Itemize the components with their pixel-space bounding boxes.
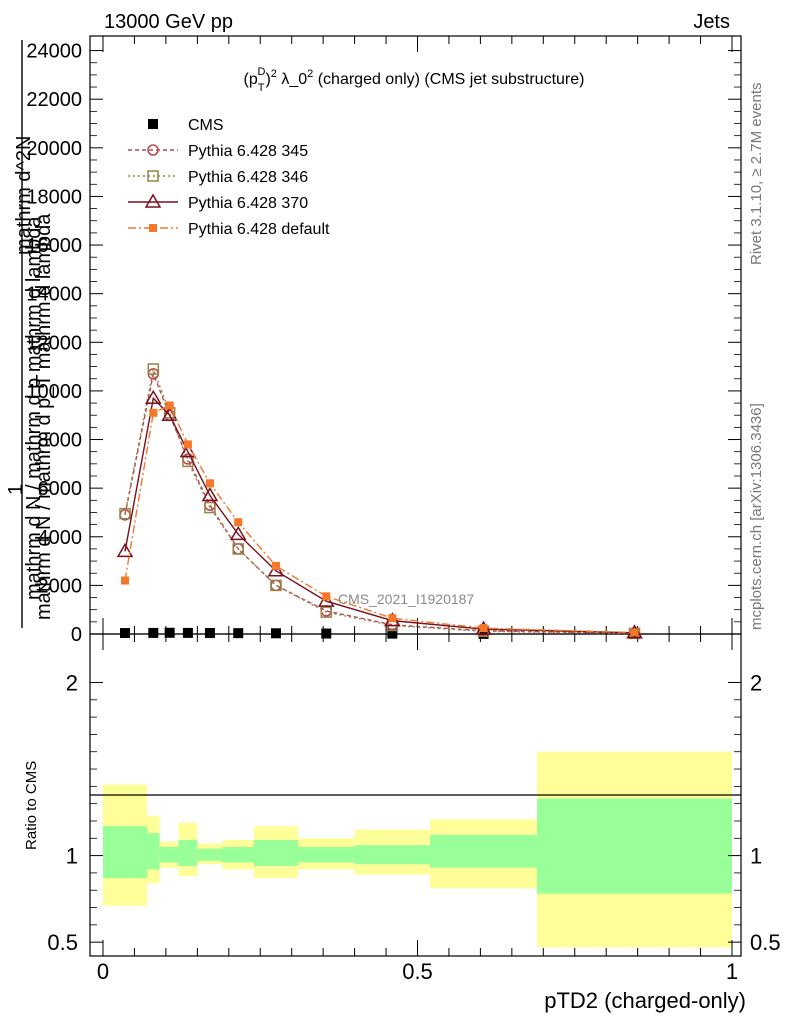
point-pdef-2 xyxy=(165,401,174,410)
ratio-ytick-label-0: 0.5 xyxy=(47,930,78,955)
xtick-label-0: 0 xyxy=(97,959,109,984)
point-cms-3 xyxy=(182,627,193,638)
point-cms-7 xyxy=(321,628,332,639)
point-p346-1 xyxy=(147,363,160,375)
legend-marker-cms xyxy=(148,119,158,129)
band-inner-5 xyxy=(222,846,254,863)
point-p345-6 xyxy=(270,579,282,592)
point-p346-0 xyxy=(119,507,131,520)
point-pdef-8 xyxy=(388,614,397,623)
category-label: Jets xyxy=(693,11,730,33)
ratio-bands xyxy=(103,751,732,948)
legend: CMS Pythia 6.428 345 Pythia 6.428 346 Pythi… xyxy=(128,117,330,238)
point-p370-0 xyxy=(116,542,134,558)
legend-marker-p346 xyxy=(147,170,159,182)
watermark: CMS_2021_I1920187 xyxy=(338,591,474,607)
point-p346-5 xyxy=(232,543,244,555)
band-inner-10 xyxy=(537,798,732,894)
point-pdef-0 xyxy=(121,576,130,585)
band-inner-8 xyxy=(354,845,431,865)
ratio-ytick-label-right-2: 2 xyxy=(750,670,762,695)
ratio-ytick-label-2: 2 xyxy=(66,670,78,695)
ratio-ytick-label-right-0: 0.5 xyxy=(750,930,781,955)
band-inner-9 xyxy=(430,834,538,868)
ratio-y-axis-label: Ratio to CMS xyxy=(23,761,40,850)
point-pdef-5 xyxy=(234,518,243,527)
main-ytick-label-5: 10000 xyxy=(26,381,82,403)
legend-label-p346: Pythia 6.428 346 xyxy=(188,169,308,186)
ylabel-piece-2: mathrm d^2N xyxy=(13,136,35,255)
legend-marker-p370 xyxy=(144,193,162,208)
point-cms-1 xyxy=(148,627,159,638)
point-p370-3 xyxy=(179,443,197,458)
band-inner-0 xyxy=(103,826,148,879)
main-ytick-label-9: 18000 xyxy=(26,186,82,208)
mcplots-label: mcplots.cern.ch [arXiv:1306.3436] xyxy=(748,403,765,630)
point-p346-6 xyxy=(270,579,282,592)
ratio-ytick-label-1: 1 xyxy=(66,844,78,869)
main-ytick-label-12: 24000 xyxy=(26,41,82,63)
main-ytick-label-4: 8000 xyxy=(38,430,83,452)
main-ytick-label-8: 16000 xyxy=(26,235,82,257)
band-inner-1 xyxy=(147,833,160,870)
series-line-p345 xyxy=(124,371,635,634)
main-ytick-label-2: 4000 xyxy=(38,527,83,549)
series-layer xyxy=(116,363,643,640)
ylabel-piece-3: 1 xyxy=(5,484,27,495)
ylabel-piece-1: mathrm d N / mathrm d p_T mathrm d lambd… xyxy=(33,213,55,620)
axis-ticks: 0 2000 4000 6000 8000 10000 12000 14000 16000 180… xyxy=(26,36,781,984)
band-inner-4 xyxy=(197,848,223,861)
point-p346-4 xyxy=(204,501,216,514)
ylabel-piece-4: mathrm d N / mathrm d p mathrm d lambda xyxy=(23,216,45,600)
ratio-ytick-label-right-1: 1 xyxy=(750,844,762,869)
point-cms-0 xyxy=(120,628,131,639)
legend-label-pdef: Pythia 6.428 default xyxy=(188,221,330,238)
point-p370-1 xyxy=(145,389,162,404)
series-line-p370 xyxy=(124,396,635,634)
point-pdef-10 xyxy=(630,628,639,637)
point-pdef-7 xyxy=(322,592,331,601)
x-axis-label: pTD2 (charged-only) xyxy=(544,988,746,1013)
xtick-label-2: 1 xyxy=(726,959,738,984)
point-cms-8 xyxy=(387,628,398,639)
band-inner-3 xyxy=(178,840,198,866)
chart-title: (pTD)2 λ_02 (charged only) (CMS jet subs… xyxy=(244,66,585,94)
legend-marker-pdef xyxy=(149,224,157,232)
point-pdef-6 xyxy=(271,561,280,570)
point-pdef-9 xyxy=(479,624,488,633)
point-cms-4 xyxy=(204,628,215,639)
point-pdef-4 xyxy=(205,479,214,488)
main-ytick-label-3: 6000 xyxy=(38,478,83,500)
legend-label-p345: Pythia 6.428 345 xyxy=(188,143,308,160)
point-p370-4 xyxy=(201,486,219,502)
point-cms-5 xyxy=(233,628,244,639)
point-p346-7 xyxy=(320,606,333,618)
main-ytick-label-7: 14000 xyxy=(26,284,82,306)
main-ytick-label-11: 22000 xyxy=(26,89,82,111)
point-pdef-1 xyxy=(149,408,158,417)
band-inner-2 xyxy=(159,846,179,863)
point-pdef-3 xyxy=(183,440,192,449)
xtick-label-1: 0.5 xyxy=(402,959,433,984)
main-y-axis-label: mathrm d N / mathrm d p_T mathrm d lambd… xyxy=(5,40,55,628)
point-p370-5 xyxy=(229,525,247,541)
band-inner-6 xyxy=(253,840,298,866)
main-ytick-label-6: 12000 xyxy=(26,332,82,354)
energy-label: 13000 GeV pp xyxy=(104,11,233,33)
point-cms-2 xyxy=(164,627,175,638)
legend-marker-p345 xyxy=(147,144,159,156)
rivet-label: Rivet 3.1.10, ≥ 2.7M events xyxy=(748,83,765,266)
main-ytick-label-0: 0 xyxy=(71,624,82,646)
point-cms-6 xyxy=(270,628,281,639)
main-ytick-label-1: 2000 xyxy=(38,575,83,597)
legend-label-cms: CMS xyxy=(188,117,224,134)
main-ytick-label-10: 20000 xyxy=(26,138,82,160)
band-inner-7 xyxy=(297,846,355,863)
legend-label-p370: Pythia 6.428 370 xyxy=(188,195,308,212)
